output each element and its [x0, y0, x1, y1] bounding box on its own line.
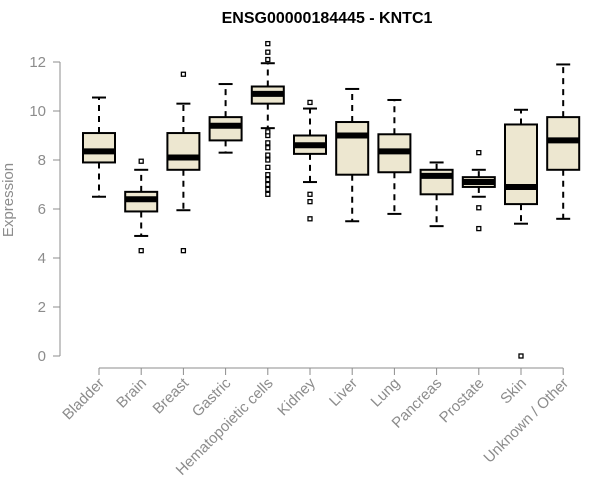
x-tick-label: Bladder — [59, 375, 108, 424]
box-brain — [124, 158, 159, 254]
outlier-point — [265, 56, 271, 63]
outlier-point — [180, 71, 187, 77]
outlier-point — [265, 145, 271, 151]
iqr-box — [504, 123, 538, 206]
outlier-point — [265, 164, 271, 171]
iqr-box — [208, 116, 243, 142]
x-tick-label: Breast — [150, 374, 193, 417]
outlier-point — [476, 225, 482, 232]
boxes — [82, 40, 581, 359]
outlier-point — [476, 205, 482, 211]
box-breast — [166, 71, 201, 254]
outlier-point — [265, 140, 271, 146]
outlier-point — [265, 181, 271, 188]
box-prostate — [461, 149, 496, 232]
outlier-point — [265, 186, 271, 193]
y-tick-label: 8 — [38, 152, 46, 169]
x-tick-label: Brain — [113, 375, 150, 412]
outlier-point — [265, 49, 271, 55]
outlier-point — [265, 157, 271, 163]
outlier-point — [307, 191, 313, 197]
y-axis: 0 2 4 6 8 10 12 — [29, 54, 61, 365]
y-tick-label: 0 — [38, 348, 46, 365]
outlier-point — [265, 172, 271, 178]
iqr-box — [166, 132, 201, 171]
y-tick-label: 2 — [38, 299, 46, 316]
y-axis-label: Expression — [0, 163, 17, 237]
iqr-box — [335, 121, 370, 176]
y-tick-label: 10 — [29, 103, 46, 120]
y-tick-label: 6 — [38, 201, 46, 218]
outlier-point — [476, 149, 482, 156]
x-tick-label: Prostate — [436, 375, 488, 427]
x-tick-label: Kidney — [274, 374, 319, 419]
x-tick-label: Skin — [497, 375, 530, 408]
box-unknown-other — [546, 63, 581, 220]
outlier-point — [265, 129, 271, 135]
y-tick-label: 12 — [29, 54, 46, 71]
outlier-point — [138, 158, 144, 164]
box-lung — [377, 98, 412, 215]
outlier-point — [138, 247, 144, 254]
outlier-point — [265, 191, 271, 197]
box-pancreas — [419, 161, 454, 228]
outlier-point — [307, 99, 313, 106]
y-tick-label: 4 — [38, 250, 46, 267]
outlier-point — [265, 40, 271, 47]
box-bladder — [82, 96, 116, 198]
x-tick-label: Lung — [368, 375, 404, 411]
outlier-point — [180, 247, 187, 254]
outlier-point — [307, 216, 313, 222]
box-kidney — [293, 99, 327, 222]
box-skin — [504, 108, 538, 359]
iqr-box — [546, 116, 581, 171]
iqr-box — [82, 132, 116, 164]
outlier-point — [518, 353, 524, 359]
outlier-point — [307, 198, 313, 205]
box-hematopoietic-cells — [250, 40, 285, 197]
box-liver — [335, 87, 370, 223]
box-gastric — [208, 83, 243, 154]
chart-title: ENSG00000184445 - KNTC1 — [222, 10, 433, 27]
x-tick-label: Liver — [326, 375, 361, 410]
outlier-point — [265, 152, 271, 158]
outlier-point — [265, 176, 271, 183]
